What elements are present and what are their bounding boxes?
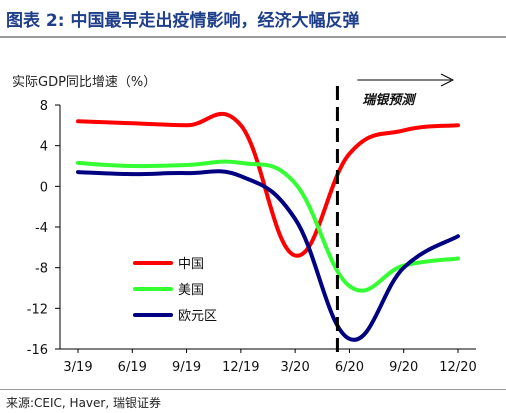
- y-tick-label: -12: [27, 302, 48, 317]
- y-axis: 8 4 0 -4 -8 -12 -16: [27, 99, 61, 358]
- y-tick-label: 8: [40, 99, 48, 114]
- title-divider: [0, 36, 506, 38]
- x-tick-label: 9/19: [172, 360, 201, 375]
- legend-label: 欧元区: [178, 309, 217, 324]
- line-chart: 实际GDP同比增速（%） 8 4 0 -4 -8 -12 -16 3/19 6/19 9/19 1…: [12, 73, 477, 375]
- y-tick-label: -4: [35, 221, 48, 236]
- y-tick-label: -8: [35, 262, 48, 277]
- legend-label: 中国: [178, 257, 204, 272]
- source-note: 来源:CEIC, Haver, 瑞银证券: [6, 396, 161, 410]
- forecast-marker: 瑞银预测: [335, 73, 455, 359]
- series-line-0: [76, 111, 460, 258]
- x-tick-label: 9/20: [389, 360, 418, 375]
- y-tick-label: -16: [27, 343, 48, 358]
- x-tick-label: 3/19: [63, 360, 92, 375]
- x-tick-label: 6/20: [335, 360, 364, 375]
- x-tick-label: 6/19: [118, 360, 147, 375]
- x-axis: 3/19 6/19 9/19 12/19 3/20 6/20 9/20 12/20: [60, 348, 477, 375]
- y-tick-label: 0: [40, 180, 48, 195]
- forecast-arrow-head: [440, 73, 455, 87]
- series-line-2: [76, 169, 460, 342]
- figure-title: 图表 2: 中国最早走出疫情影响，经济大幅反弹: [6, 11, 360, 31]
- source-divider: [0, 389, 506, 390]
- y-tick-label: 4: [40, 140, 48, 155]
- x-tick-label: 3/20: [281, 360, 310, 375]
- forecast-label: 瑞银预测: [362, 92, 417, 108]
- legend-label: 美国: [178, 283, 204, 298]
- series-lines: [76, 111, 460, 342]
- y-axis-label: 实际GDP同比增速（%）: [12, 75, 156, 90]
- x-tick-label: 12/19: [222, 360, 259, 375]
- x-tick-label: 12/20: [439, 360, 476, 375]
- series-line-1: [76, 159, 460, 293]
